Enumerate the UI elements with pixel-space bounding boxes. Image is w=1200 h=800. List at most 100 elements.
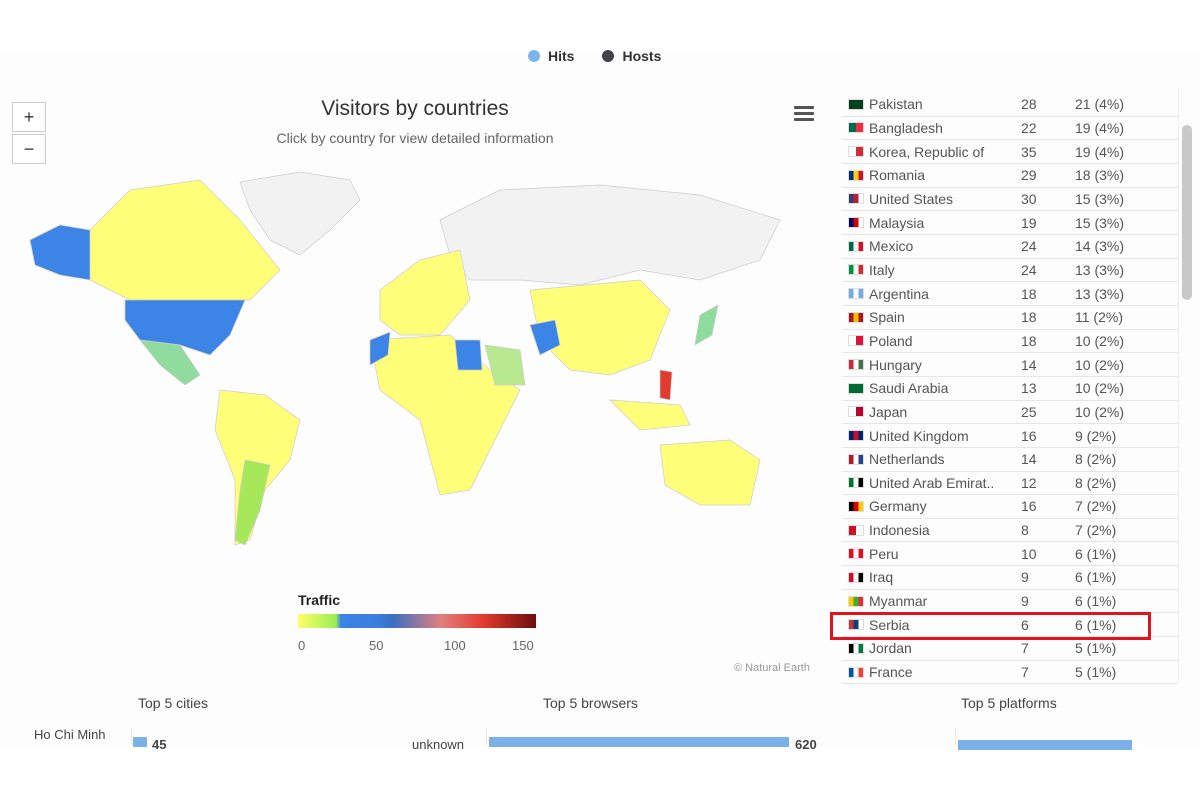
greenland[interactable] xyxy=(239,171,361,256)
cell-hosts: 6 (1%) xyxy=(1075,616,1117,633)
cell-hits: 12 xyxy=(1021,474,1037,491)
table-row[interactable]: Spain 18 11 (2%) xyxy=(842,306,1178,330)
countries-table: Pakistan 28 21 (4%) Bangladesh 22 19 (4%) Kore… xyxy=(842,93,1178,685)
cell-country: France xyxy=(869,664,913,681)
japan[interactable] xyxy=(694,304,719,346)
top-cities-title: Top 5 cities xyxy=(138,695,209,711)
morocco[interactable] xyxy=(369,331,391,366)
cell-country: Iraq xyxy=(869,569,894,586)
city-bar[interactable] xyxy=(133,737,147,747)
legend-label: Hits xyxy=(548,48,575,64)
table-row[interactable]: France 7 5 (1%) xyxy=(842,661,1178,685)
table-row[interactable]: Indonesia 8 7 (2%) xyxy=(842,519,1178,543)
table-row[interactable]: Poland 18 10 (2%) xyxy=(842,330,1178,354)
world-map[interactable] xyxy=(0,160,830,560)
table-row[interactable]: Malaysia 19 15 (3%) xyxy=(842,211,1178,235)
cell-hits: 28 xyxy=(1021,96,1037,113)
mexico[interactable] xyxy=(139,339,201,386)
cell-country: Italy xyxy=(869,261,895,278)
cell-hosts: 15 (3%) xyxy=(1075,214,1125,231)
flag-icon xyxy=(848,430,864,442)
legend-item-hosts[interactable]: Hosts xyxy=(602,48,661,64)
cell-hits: 14 xyxy=(1021,451,1037,468)
table-row[interactable]: Peru 10 6 (1%) xyxy=(842,542,1178,567)
table-row[interactable]: Germany 16 7 (2%) xyxy=(842,495,1178,519)
zoom-out-button[interactable]: − xyxy=(12,134,46,164)
top-browsers-title: Top 5 browsers xyxy=(543,695,638,711)
legend-item-hits[interactable]: Hits xyxy=(528,48,574,64)
cell-country: United States xyxy=(869,190,954,207)
table-border xyxy=(1178,88,1179,683)
table-row[interactable]: United States 30 15 (3%) xyxy=(842,188,1178,212)
cell-hosts: 8 (2%) xyxy=(1075,451,1117,468)
hits-dot-icon xyxy=(528,50,540,62)
egypt[interactable] xyxy=(454,339,483,371)
cell-country: United Arab Emirat.. xyxy=(869,474,995,491)
table-row[interactable]: Argentina 18 13 (3%) xyxy=(842,282,1178,306)
flag-icon xyxy=(848,571,864,583)
cell-hosts: 13 (3%) xyxy=(1075,285,1125,302)
australia[interactable] xyxy=(659,439,761,506)
flag-icon xyxy=(848,642,864,654)
cell-country: Netherlands xyxy=(869,451,945,468)
philippines[interactable] xyxy=(659,369,673,401)
table-row[interactable]: Jordan 7 5 (1%) xyxy=(842,637,1178,661)
saudi-arabia[interactable] xyxy=(484,344,526,386)
cell-country: Germany xyxy=(869,498,927,515)
europe[interactable] xyxy=(379,249,471,336)
table-scrollbar[interactable] xyxy=(1182,125,1192,300)
cell-hosts: 10 (2%) xyxy=(1075,356,1125,373)
flag-icon xyxy=(848,98,864,110)
cell-country: Korea, Republic of xyxy=(869,143,985,160)
table-row[interactable]: Saudi Arabia 13 10 (2%) xyxy=(842,377,1178,401)
table-row[interactable]: Hungary 14 10 (2%) xyxy=(842,353,1178,377)
alaska[interactable] xyxy=(29,224,91,281)
map-title: Visitors by countries xyxy=(321,97,509,120)
cell-hosts: 13 (3%) xyxy=(1075,261,1125,278)
hamburger-icon[interactable] xyxy=(794,106,814,124)
table-row[interactable]: United Kingdom 16 9 (2%) xyxy=(842,424,1178,448)
color-axis-tick: 100 xyxy=(444,638,466,653)
cell-hits: 9 xyxy=(1021,593,1029,610)
zoom-in-button[interactable]: + xyxy=(12,102,46,132)
table-row[interactable]: Mexico 24 14 (3%) xyxy=(842,235,1178,259)
flag-icon xyxy=(848,382,864,394)
pakistan[interactable] xyxy=(529,319,561,356)
cell-hosts: 7 (2%) xyxy=(1075,522,1117,539)
flag-icon xyxy=(848,217,864,229)
color-axis-tick: 50 xyxy=(369,638,384,653)
usa[interactable] xyxy=(124,299,246,356)
flag-icon xyxy=(848,240,864,252)
cell-hits: 10 xyxy=(1021,545,1037,562)
cell-country: Pakistan xyxy=(869,96,923,113)
table-row[interactable]: Iraq 9 6 (1%) xyxy=(842,566,1178,590)
cell-hits: 18 xyxy=(1021,332,1037,349)
russia[interactable] xyxy=(439,184,781,286)
browser-bar[interactable] xyxy=(489,737,789,747)
cell-hosts: 19 (4%) xyxy=(1075,143,1125,160)
table-row[interactable]: Pakistan 28 21 (4%) xyxy=(842,93,1178,117)
cell-country: Romania xyxy=(869,167,926,184)
canada[interactable] xyxy=(89,179,281,301)
table-row[interactable]: Korea, Republic of 35 19 (4%) xyxy=(842,140,1178,164)
table-row[interactable]: Romania 29 18 (3%) xyxy=(842,164,1178,188)
table-row[interactable]: Italy 24 13 (3%) xyxy=(842,259,1178,283)
cell-hosts: 15 (3%) xyxy=(1075,190,1125,207)
table-row[interactable]: Netherlands 14 8 (2%) xyxy=(842,448,1178,472)
cell-hits: 18 xyxy=(1021,309,1037,326)
table-row[interactable]: United Arab Emirat.. 12 8 (2%) xyxy=(842,472,1178,496)
table-row[interactable]: Bangladesh 22 19 (4%) xyxy=(842,117,1178,141)
south-east-asia[interactable] xyxy=(609,399,691,431)
table-row[interactable]: Serbia 6 6 (1%) xyxy=(842,613,1178,638)
table-row[interactable]: Japan 25 10 (2%) xyxy=(842,401,1178,425)
cell-country: Jordan xyxy=(869,640,912,657)
flag-icon xyxy=(848,311,864,323)
cell-country: Indonesia xyxy=(869,522,930,539)
flag-icon xyxy=(848,477,864,489)
cell-hosts: 6 (1%) xyxy=(1075,593,1117,610)
platform-bar[interactable] xyxy=(958,740,1132,750)
browser-value: 620 xyxy=(795,737,817,752)
argentina[interactable] xyxy=(234,459,271,546)
cell-country: United Kingdom xyxy=(869,427,969,444)
table-row[interactable]: Myanmar 9 6 (1%) xyxy=(842,590,1178,614)
